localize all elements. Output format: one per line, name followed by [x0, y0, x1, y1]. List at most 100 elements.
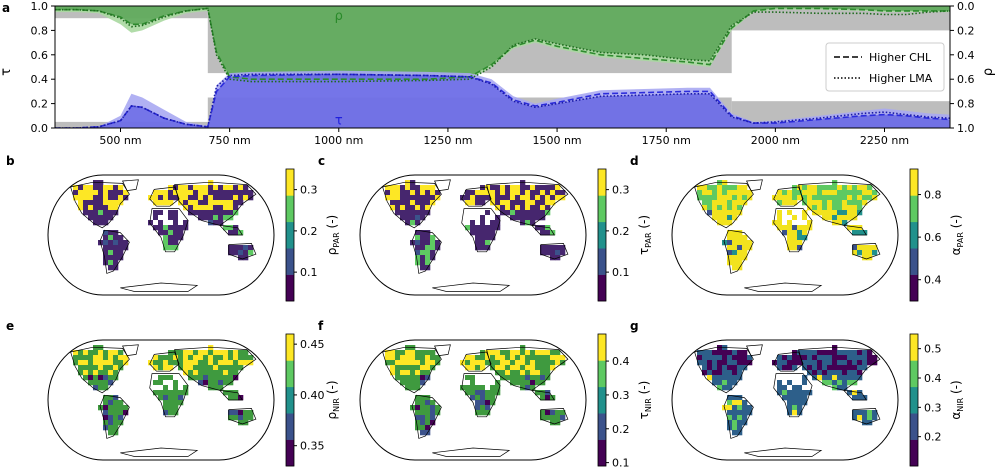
y-right-tick-label: 1.0 — [957, 122, 975, 135]
y-tick-label: 0.8 — [31, 24, 49, 37]
coastline-antarctica — [432, 282, 511, 292]
rho-line-higher-lma — [55, 7, 950, 83]
colorbar-bin — [598, 274, 606, 302]
colorbar-tick-label: 0.8 — [924, 189, 942, 202]
coastline-africa — [773, 373, 813, 418]
legend-entry-label: Higher LMA — [869, 72, 933, 85]
colorbar-bin — [910, 274, 918, 302]
x-tick-label: 1500 nm — [532, 134, 581, 147]
coastline-africa — [773, 208, 813, 253]
colorbar-bin — [286, 274, 294, 302]
y-tick-label: 1.0 — [31, 0, 49, 13]
panel-b-letter: b — [6, 154, 15, 168]
colorbar-bin — [910, 386, 918, 414]
coastline-antarctica — [744, 282, 823, 292]
world-map — [70, 179, 257, 292]
colorbar-bin — [598, 221, 606, 249]
colorbar-tick-label: 0.4 — [612, 355, 630, 368]
coastline-seasia — [842, 224, 868, 236]
colorbar-tick-label: 0.3 — [612, 184, 630, 197]
coastline-samerica — [723, 394, 754, 439]
tau-band — [55, 70, 950, 128]
world-map — [694, 344, 881, 457]
map-frame — [671, 339, 899, 461]
colorbar: 0.3 0.2 0.1 τPAR (-) — [597, 168, 653, 302]
coastline-namerica — [382, 346, 442, 394]
colorbar-bin — [910, 413, 918, 440]
map-frame — [359, 339, 587, 461]
colorbar-frame — [285, 168, 295, 302]
coastline-antarctica — [432, 447, 511, 457]
panel-d: d 0.8 0.6 0.4 αPAR (-) — [630, 154, 965, 302]
coastline-australia — [228, 408, 257, 425]
colorbar-frame — [597, 168, 607, 302]
coastline-greenland — [746, 179, 763, 191]
y-tick-label: 0.4 — [31, 73, 49, 86]
series-label-tau: τ — [335, 114, 343, 129]
colorbar-frame — [909, 168, 919, 302]
colorbar-tick-label: 0.2 — [924, 431, 942, 444]
panel-b: b 0.3 0.2 0.1 ρPAR (-) — [6, 154, 341, 302]
x-tick-label: 750 nm — [209, 134, 251, 147]
panel-c: c 0.3 0.2 0.1 τPAR (-) — [318, 154, 653, 302]
coastline-seasia — [530, 389, 556, 401]
coastline-asia — [174, 346, 257, 391]
colorbar-bin — [286, 248, 294, 275]
colorbar-label: αPAR (-) — [949, 215, 965, 256]
colorbar-tick-label: 0.3 — [612, 389, 630, 402]
colorbar-bin — [286, 360, 294, 388]
coastline-namerica — [694, 181, 754, 229]
colorbar-tick-label: 0.45 — [300, 338, 325, 351]
coastline-namerica — [70, 346, 130, 394]
panel-e-letter: e — [6, 319, 14, 333]
coastline-asia — [486, 181, 569, 226]
colorbar-frame — [909, 333, 919, 467]
panel-e: e 0.45 0.40 0.35 ρNIR (-) — [6, 319, 341, 467]
panel-f-letter: f — [318, 319, 324, 333]
colorbar-bin — [286, 413, 294, 440]
coastline-namerica — [70, 181, 130, 229]
x-tick-label: 2000 nm — [751, 134, 800, 147]
coastline-greenland — [434, 179, 451, 191]
coastline-seasia — [218, 224, 244, 236]
colorbar-bin — [598, 248, 606, 275]
map-frame — [671, 174, 899, 296]
panel-a-letter: a — [2, 1, 10, 15]
colorbar-tick-label: 0.5 — [924, 343, 942, 356]
plot-frame — [54, 5, 951, 129]
colorbar-tick-label: 0.4 — [924, 372, 942, 385]
colorbar-tick-label: 0.3 — [300, 184, 318, 197]
coastline-africa — [461, 208, 501, 253]
colorbar-frame — [597, 333, 607, 467]
y-tick-label: 0.6 — [31, 49, 49, 62]
y-right-tick-label: 0.4 — [957, 49, 975, 62]
panel-f: f 0.4 0.3 0.2 0.1 τNIR (-) — [318, 319, 653, 469]
coastline-seasia — [530, 224, 556, 236]
y-right-tick-label: 0.6 — [957, 73, 975, 86]
x-tick-label: 1000 nm — [314, 134, 363, 147]
coastline-europe — [461, 186, 492, 207]
colorbar-tick-label: 0.2 — [300, 225, 318, 238]
rho-line-higher-chl — [55, 7, 950, 80]
coastline-asia — [174, 181, 257, 226]
y-right-tick-label: 0.2 — [957, 24, 975, 37]
y-tick-label: 0.2 — [31, 98, 49, 111]
colorbar: 0.8 0.6 0.4 αPAR (-) — [909, 168, 965, 302]
colorbar-frame — [285, 333, 295, 467]
y-axis-label-rho: ρ — [981, 68, 996, 76]
colorbar-bin — [286, 221, 294, 249]
legend-box — [825, 42, 945, 92]
colorbar-bin — [286, 334, 294, 361]
colorbar: 0.4 0.3 0.2 0.1 τNIR (-) — [597, 333, 653, 469]
colorbar-bin — [598, 169, 606, 196]
coastline-samerica — [411, 394, 442, 439]
colorbar-label: ρPAR (-) — [325, 215, 341, 255]
world-map — [382, 179, 569, 292]
colorbar-bin — [598, 439, 606, 467]
colorbar-bin — [598, 413, 606, 440]
coastline-seasia — [842, 389, 868, 401]
coastline-africa — [461, 373, 501, 418]
colorbar-tick-label: 0.4 — [924, 274, 942, 287]
colorbar-tick-label: 0.40 — [300, 389, 325, 402]
coastline-europe — [149, 351, 180, 372]
